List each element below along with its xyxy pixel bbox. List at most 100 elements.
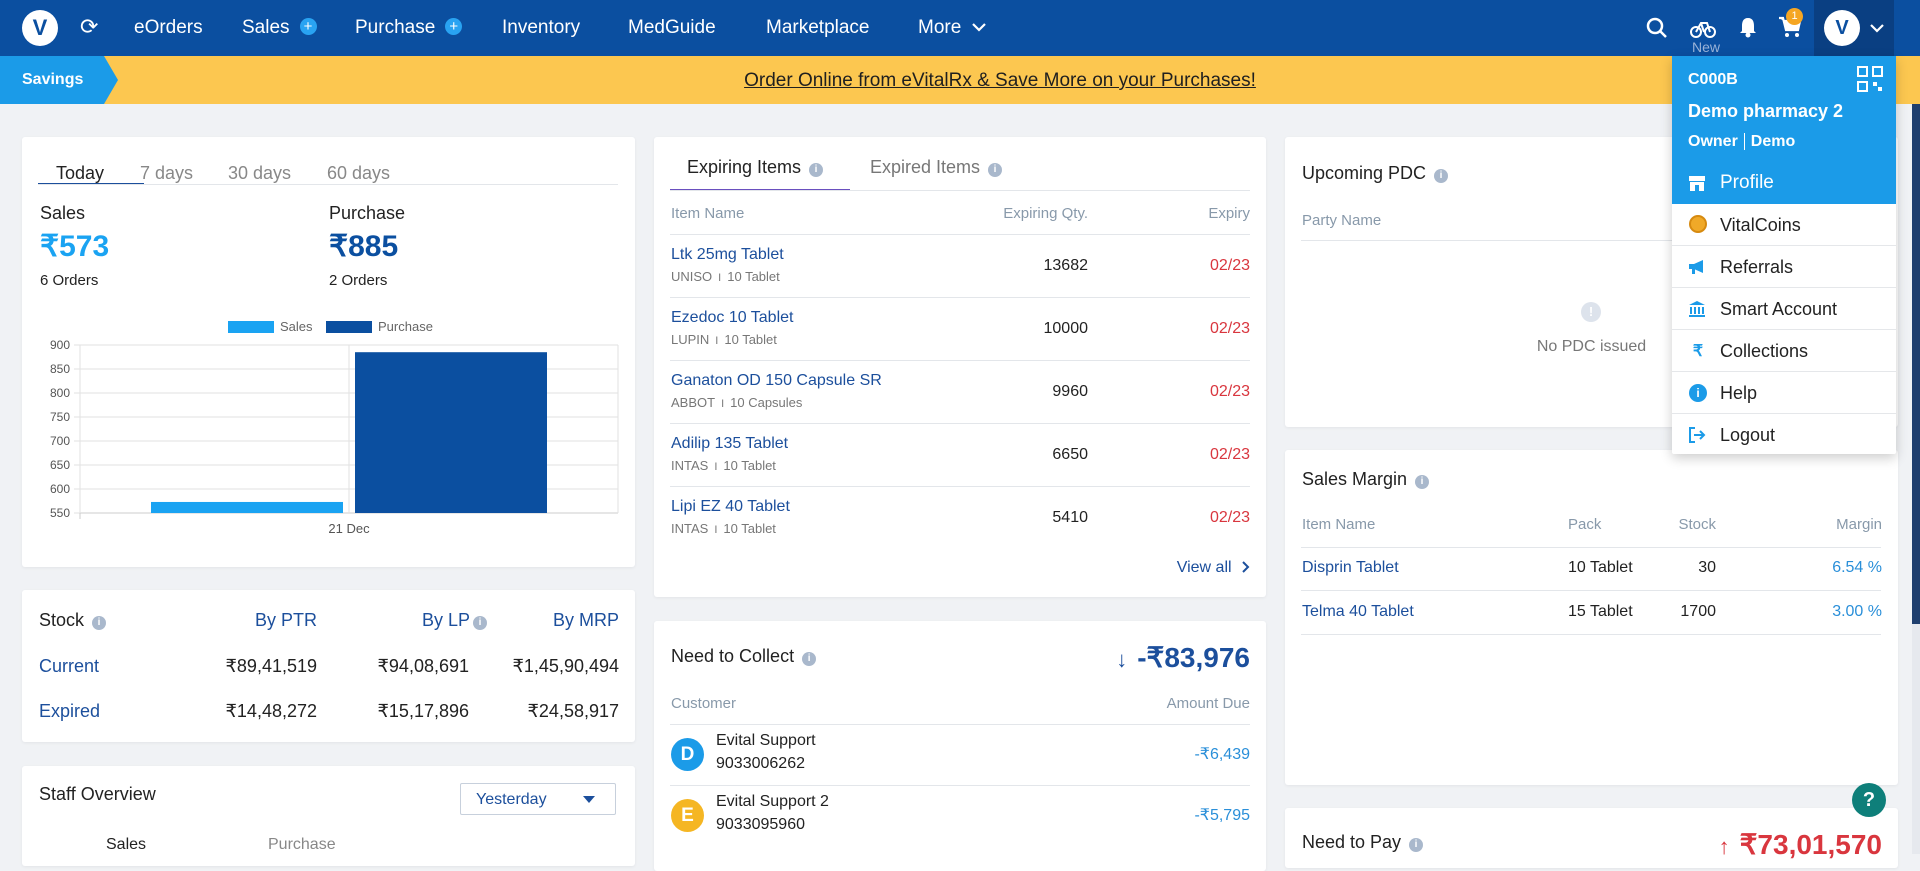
stock-current-label[interactable]: Current bbox=[39, 656, 100, 676]
sales-margin-card: Sales Margin i Item Name Pack Stock Margi… bbox=[1285, 450, 1898, 785]
nav-sales[interactable]: Sales + bbox=[242, 17, 317, 39]
tab-expiring-items[interactable]: Expiring Items i bbox=[687, 157, 824, 178]
info-icon[interactable]: i bbox=[473, 616, 487, 630]
menu-item-logout[interactable]: Logout bbox=[1672, 414, 1896, 456]
refresh-icon[interactable]: ⟳ bbox=[80, 14, 99, 39]
item-pack: 10 Tablet bbox=[724, 332, 777, 347]
bicycle-icon[interactable] bbox=[1690, 17, 1716, 39]
purchase-orders: 2 Orders bbox=[329, 272, 388, 289]
list-item[interactable]: E Evital Support 2 9033095960 -₹5,795 bbox=[654, 785, 1266, 846]
promo-link[interactable]: Order Online from eVitalRx & Save More o… bbox=[744, 70, 1256, 91]
table-row[interactable]: Lipi EZ 40 Tablet INTAS I 10 Tablet 5410 02/2… bbox=[654, 486, 1266, 549]
promo-banner: Savings Order Online from eVitalRx & Sav… bbox=[0, 56, 1920, 104]
tab-today[interactable]: Today bbox=[56, 163, 105, 183]
item-maker: INTAS bbox=[671, 458, 709, 473]
margin-title-text: Sales Margin bbox=[1302, 469, 1408, 489]
bar-sales[interactable] bbox=[151, 501, 343, 513]
table-row[interactable]: Ezedoc 10 Tablet LUPIN I 10 Tablet 10000 02/2… bbox=[654, 297, 1266, 360]
purchase-amount: ₹885 bbox=[329, 230, 399, 263]
down-arrow-icon: ↓ bbox=[1116, 647, 1128, 672]
plus-circle-icon[interactable]: + bbox=[299, 18, 317, 35]
info-icon[interactable]: i bbox=[988, 163, 1003, 177]
expiry-date: 02/23 bbox=[1209, 257, 1250, 274]
item-name[interactable]: Ganaton OD 150 Capsule SR bbox=[671, 372, 882, 389]
plus-circle-icon[interactable]: + bbox=[445, 18, 463, 35]
amount-due: -₹6,439 bbox=[1194, 746, 1250, 763]
table-row[interactable]: Disprin Tablet 10 Tablet 30 6.54 % bbox=[1285, 547, 1898, 591]
amount-due: -₹5,795 bbox=[1194, 807, 1250, 824]
item-name[interactable]: Ltk 25mg Tablet bbox=[671, 246, 784, 263]
menu-item-profile[interactable]: Profile bbox=[1672, 162, 1896, 204]
table-row[interactable]: Adilip 135 Tablet INTAS I 10 Tablet 6650 02/2… bbox=[654, 423, 1266, 486]
bar-purchase[interactable] bbox=[355, 352, 547, 513]
need-to-collect-card: Need to Collect i ↓ -₹83,976 Customer Amou… bbox=[654, 621, 1266, 871]
nav-eorders[interactable]: eOrders bbox=[134, 17, 203, 38]
nav-purchase[interactable]: Purchase + bbox=[355, 17, 463, 39]
period-select[interactable]: Yesterday bbox=[460, 783, 616, 815]
bell-icon[interactable] bbox=[1738, 16, 1758, 38]
nav-inventory[interactable]: Inventory bbox=[502, 17, 581, 38]
margin-item-name[interactable]: Telma 40 Tablet bbox=[1302, 603, 1414, 620]
menu-item-label: Profile bbox=[1720, 172, 1774, 193]
nav-medguide[interactable]: MedGuide bbox=[628, 17, 716, 38]
info-icon[interactable]: i bbox=[1409, 838, 1424, 852]
menu-item-referrals[interactable]: Referrals bbox=[1672, 246, 1896, 288]
item-meta-separator: I bbox=[714, 461, 718, 473]
item-maker: UNISO bbox=[671, 269, 713, 284]
divider bbox=[670, 785, 1250, 786]
qr-code-icon[interactable] bbox=[1857, 66, 1883, 92]
col-expiry: Expiry bbox=[1208, 205, 1250, 222]
staff-col-purchase: Purchase bbox=[268, 836, 336, 853]
item-name[interactable]: Adilip 135 Tablet bbox=[671, 435, 789, 452]
pdc-title: Upcoming PDC i bbox=[1302, 163, 1449, 184]
info-icon[interactable]: i bbox=[802, 652, 817, 666]
scrollbar[interactable] bbox=[1912, 104, 1920, 854]
savings-tag: Savings bbox=[0, 56, 118, 104]
tab-30-days[interactable]: 30 days bbox=[228, 163, 292, 183]
table-row[interactable]: Ltk 25mg Tablet UNISO I 10 Tablet 13682 02/23 bbox=[654, 234, 1266, 297]
nav-more[interactable]: More bbox=[918, 17, 986, 39]
account-menu-button[interactable]: V bbox=[1814, 0, 1894, 56]
col-margin-stock: Stock bbox=[1678, 516, 1716, 533]
stock-expired-ptr: ₹14,48,272 bbox=[225, 701, 317, 721]
customer-avatar: E bbox=[671, 799, 704, 832]
search-icon[interactable] bbox=[1646, 17, 1668, 39]
info-icon[interactable]: i bbox=[1415, 475, 1430, 489]
expiring-qty: 6650 bbox=[1052, 446, 1088, 463]
item-name[interactable]: Ezedoc 10 Tablet bbox=[671, 309, 794, 326]
nav-marketplace[interactable]: Marketplace bbox=[766, 17, 870, 38]
tab-7-days[interactable]: 7 days bbox=[140, 163, 194, 183]
chevron-down-icon bbox=[971, 23, 986, 32]
item-pack: 10 Tablet bbox=[723, 458, 776, 473]
chevron-down-icon bbox=[1870, 24, 1884, 33]
menu-item-help[interactable]: i Help bbox=[1672, 372, 1896, 414]
menu-item-smart-account[interactable]: Smart Account bbox=[1672, 288, 1896, 330]
list-item[interactable]: D Evital Support 9033006262 -₹6,439 bbox=[654, 724, 1266, 785]
tab-expired-items[interactable]: Expired Items i bbox=[870, 157, 1003, 178]
view-all-link[interactable]: View all bbox=[1177, 559, 1250, 577]
info-icon[interactable]: i bbox=[1434, 169, 1449, 183]
table-row[interactable]: Ganaton OD 150 Capsule SR ABBOT I 10 Capsul… bbox=[654, 360, 1266, 423]
cart-count-badge: 1 bbox=[1786, 8, 1803, 25]
stock-expired-label[interactable]: Expired bbox=[39, 701, 101, 721]
margin-item-name[interactable]: Disprin Tablet bbox=[1302, 559, 1399, 576]
item-name[interactable]: Lipi EZ 40 Tablet bbox=[671, 498, 790, 515]
menu-item-vitalcoins[interactable]: VitalCoins bbox=[1672, 204, 1896, 246]
scrollbar-thumb[interactable] bbox=[1912, 104, 1920, 624]
info-icon[interactable]: i bbox=[809, 163, 824, 177]
item-pack: 10 Tablet bbox=[727, 269, 780, 284]
menu-item-collections[interactable]: ₹ Collections bbox=[1672, 330, 1896, 372]
legend-swatch bbox=[326, 321, 372, 333]
user-name: Demo bbox=[1750, 133, 1796, 150]
y-tick-label: 800 bbox=[50, 386, 70, 400]
margin-value: 6.54 % bbox=[1832, 559, 1882, 576]
info-icon: i bbox=[1688, 384, 1708, 402]
menu-item-label: Logout bbox=[1720, 425, 1776, 445]
nav-purchase-label: Purchase bbox=[355, 17, 436, 38]
help-button[interactable]: ? bbox=[1852, 783, 1886, 817]
tab-60-days[interactable]: 60 days bbox=[327, 163, 391, 183]
table-row[interactable]: Telma 40 Tablet 15 Tablet 1700 3.00 % bbox=[1285, 591, 1898, 635]
app-logo[interactable]: V bbox=[22, 10, 58, 46]
info-icon[interactable]: i bbox=[92, 616, 107, 630]
account-dropdown: C000B Demo pharmacy 2 Owner Demo Profile … bbox=[1672, 56, 1896, 454]
